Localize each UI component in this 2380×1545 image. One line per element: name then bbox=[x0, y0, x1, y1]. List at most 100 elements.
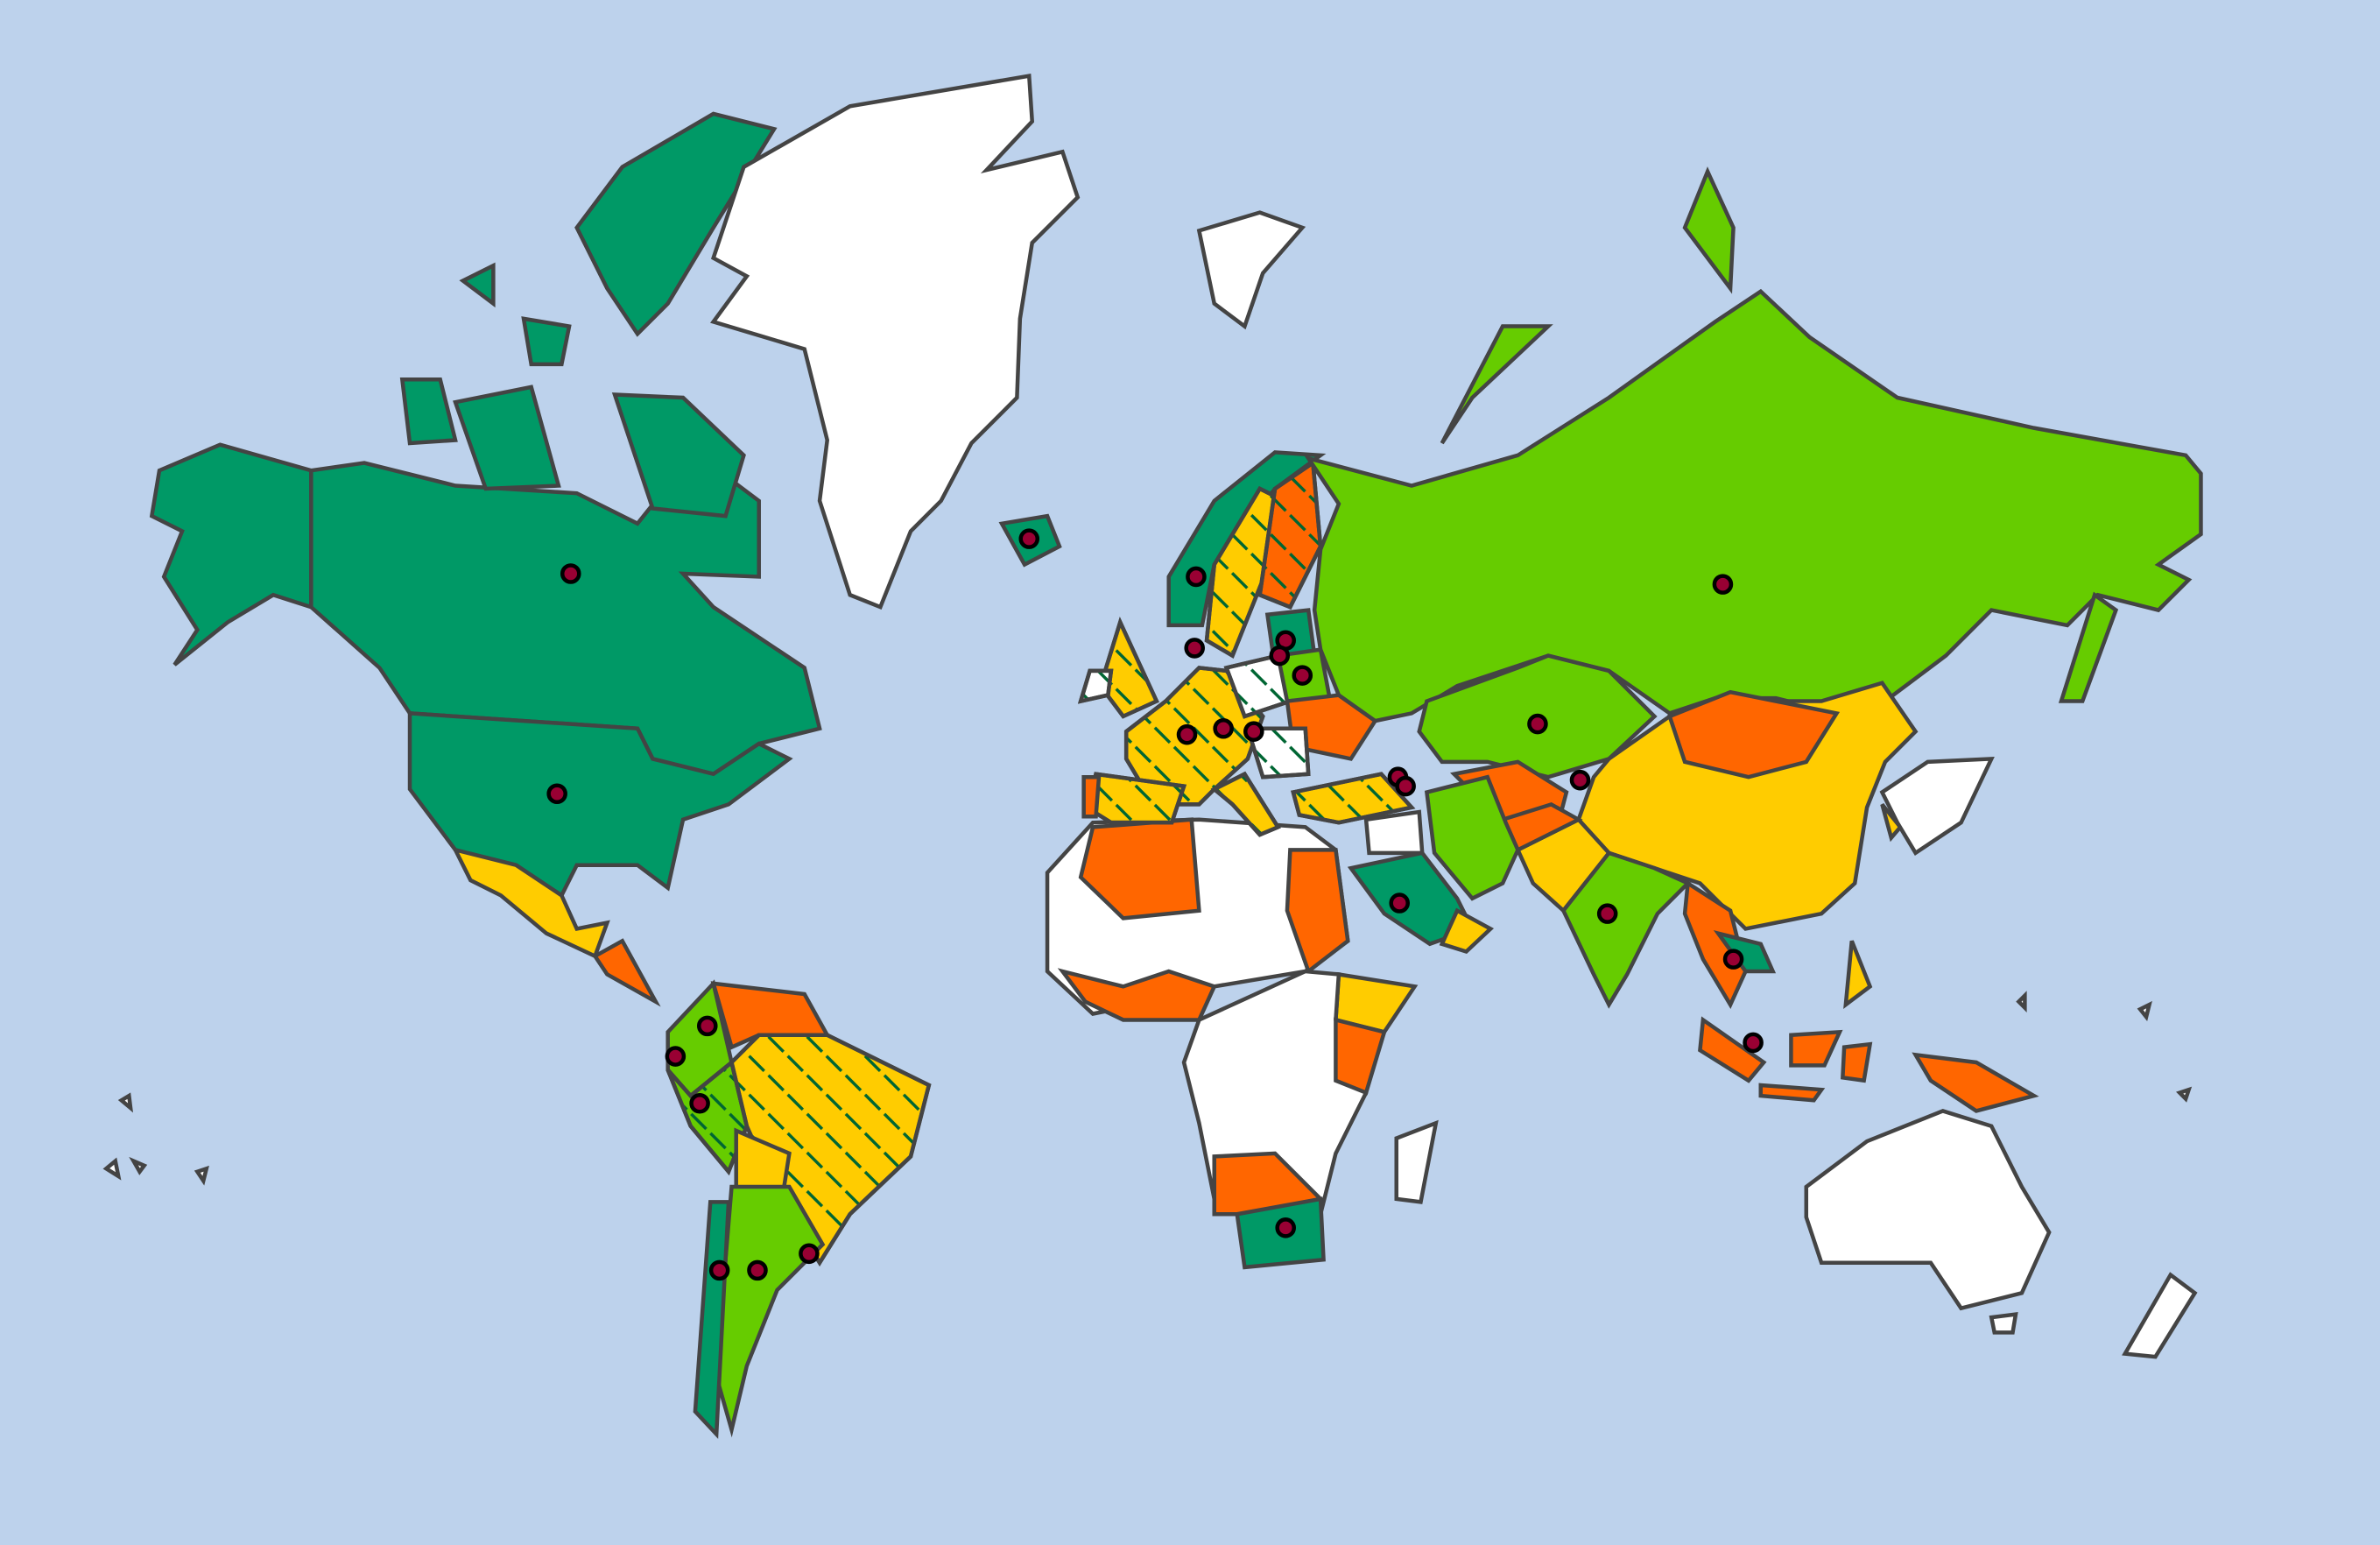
country-malaysia[interactable] bbox=[1698, 1016, 1767, 1083]
country-india[interactable] bbox=[1560, 850, 1692, 1009]
country-iraq[interactable] bbox=[1363, 809, 1425, 856]
country-west-africa[interactable] bbox=[1057, 968, 1217, 1022]
country-shape[interactable] bbox=[1912, 1052, 2039, 1113]
country-shape[interactable] bbox=[194, 1165, 209, 1186]
country-arctic-islands[interactable] bbox=[399, 111, 778, 519]
country-indonesia[interactable] bbox=[1758, 1029, 2039, 1113]
marker-norway[interactable] bbox=[1186, 566, 1207, 588]
marker-colombia[interactable] bbox=[696, 1015, 718, 1037]
marker-chile[interactable] bbox=[708, 1259, 730, 1281]
country-shape[interactable] bbox=[1078, 817, 1201, 921]
country-shape[interactable] bbox=[611, 392, 746, 519]
country-shape[interactable] bbox=[574, 111, 778, 337]
country-shape[interactable] bbox=[521, 316, 572, 367]
marker-india[interactable] bbox=[1596, 903, 1618, 924]
country-korea[interactable] bbox=[1880, 802, 1904, 843]
country-shape[interactable] bbox=[1682, 166, 1736, 294]
country-shape[interactable] bbox=[1880, 802, 1904, 843]
marker-kazakhstan[interactable] bbox=[1527, 713, 1548, 735]
country-shape[interactable] bbox=[459, 262, 496, 308]
country-alaska[interactable] bbox=[149, 442, 313, 667]
country-russia[interactable] bbox=[1304, 166, 2203, 723]
country-shape[interactable] bbox=[1057, 968, 1217, 1022]
marker-denmark[interactable] bbox=[1184, 638, 1205, 659]
country-shape[interactable] bbox=[1304, 288, 2203, 723]
country-ireland[interactable] bbox=[1077, 668, 1114, 704]
country-shape[interactable] bbox=[592, 938, 661, 1007]
marker-armenia[interactable] bbox=[1395, 775, 1416, 797]
marker-austria[interactable] bbox=[1243, 721, 1264, 742]
marker-france[interactable] bbox=[1176, 723, 1198, 745]
country-shape[interactable] bbox=[1363, 809, 1425, 856]
country-shape[interactable] bbox=[102, 1157, 122, 1181]
country-central-africa[interactable] bbox=[1181, 969, 1369, 1217]
country-greenland[interactable] bbox=[710, 74, 1081, 610]
marker-thailand[interactable] bbox=[1722, 949, 1744, 970]
country-mongolia[interactable] bbox=[1666, 689, 1841, 780]
country-shape[interactable] bbox=[1334, 1017, 1387, 1096]
country-japan[interactable] bbox=[1879, 756, 1995, 857]
country-shape[interactable] bbox=[117, 1092, 134, 1113]
country-shape[interactable] bbox=[451, 847, 610, 959]
country-shape[interactable] bbox=[1081, 774, 1102, 819]
marker-switzerland[interactable] bbox=[1213, 717, 1234, 739]
marker-russia[interactable] bbox=[1712, 574, 1734, 595]
country-finland[interactable] bbox=[1257, 459, 1323, 610]
marker-singapore[interactable] bbox=[1743, 1032, 1764, 1054]
country-australia[interactable] bbox=[1804, 1109, 2052, 1335]
country-shape[interactable] bbox=[1440, 324, 1553, 445]
marker-iceland[interactable] bbox=[1018, 528, 1040, 549]
country-shape[interactable] bbox=[1682, 879, 1748, 1009]
country-sudan[interactable] bbox=[1285, 848, 1350, 975]
country-shape[interactable] bbox=[1560, 850, 1692, 1009]
marker-usa[interactable] bbox=[546, 783, 567, 805]
marker-argentina[interactable] bbox=[747, 1259, 768, 1281]
country-shape[interactable] bbox=[1439, 907, 1495, 955]
marker-south-africa[interactable] bbox=[1275, 1217, 1296, 1238]
country-shape[interactable] bbox=[710, 74, 1081, 610]
country-shape[interactable] bbox=[1196, 210, 1306, 330]
country-shape[interactable] bbox=[399, 377, 458, 446]
country-shape[interactable] bbox=[2137, 1000, 2152, 1021]
country-shape[interactable] bbox=[1789, 1029, 1843, 1068]
country-iran[interactable] bbox=[1424, 774, 1520, 901]
country-shape[interactable] bbox=[129, 1156, 148, 1175]
country-algeria[interactable] bbox=[1078, 817, 1201, 921]
country-shape[interactable] bbox=[1804, 1109, 2052, 1311]
country-balkans[interactable] bbox=[1244, 726, 1311, 780]
country-shape[interactable] bbox=[1181, 969, 1369, 1217]
country-shape[interactable] bbox=[1666, 689, 1841, 780]
marker-peru[interactable] bbox=[689, 1092, 710, 1114]
country-shape[interactable] bbox=[2058, 591, 2119, 703]
country-shape[interactable] bbox=[1841, 1041, 1873, 1083]
country-mexico[interactable] bbox=[451, 847, 610, 959]
marker-ecuador[interactable] bbox=[665, 1046, 687, 1067]
marker-uruguay[interactable] bbox=[799, 1243, 820, 1265]
country-philippines[interactable] bbox=[1843, 940, 1873, 1009]
country-pacific-islands[interactable] bbox=[102, 991, 2193, 1186]
marker-saudi-arabia[interactable] bbox=[1389, 892, 1410, 914]
country-shape[interactable] bbox=[1879, 756, 1995, 857]
country-shape[interactable] bbox=[1758, 1083, 1826, 1103]
marker-latvia[interactable] bbox=[1269, 645, 1291, 667]
country-shape[interactable] bbox=[1394, 1119, 1439, 1204]
country-shape[interactable] bbox=[1285, 848, 1350, 975]
marker-canada[interactable] bbox=[560, 563, 581, 584]
country-oman-yemen[interactable] bbox=[1439, 907, 1495, 955]
marker-kyrgyzstan[interactable] bbox=[1569, 769, 1591, 791]
marker-belarus[interactable] bbox=[1292, 665, 1313, 686]
country-central-america[interactable] bbox=[592, 938, 661, 1007]
country-new-zealand[interactable] bbox=[2122, 1272, 2198, 1359]
country-shape[interactable] bbox=[1989, 1312, 2018, 1335]
country-myanmar[interactable] bbox=[1682, 879, 1748, 1009]
country-portugal[interactable] bbox=[1081, 774, 1102, 819]
country-east-africa[interactable] bbox=[1334, 1017, 1387, 1096]
country-shape[interactable] bbox=[453, 384, 561, 491]
country-italy[interactable] bbox=[1210, 771, 1281, 837]
country-shape[interactable] bbox=[2016, 991, 2027, 1013]
country-madagascar[interactable] bbox=[1394, 1119, 1439, 1204]
country-shape[interactable] bbox=[1424, 774, 1520, 901]
country-svalbard[interactable] bbox=[1196, 210, 1306, 330]
country-uk[interactable] bbox=[1098, 617, 1159, 719]
country-shape[interactable] bbox=[149, 442, 313, 667]
